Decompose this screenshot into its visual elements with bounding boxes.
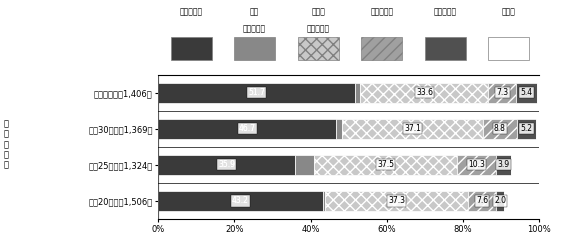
Bar (323, 191, 325, 211)
FancyBboxPatch shape (361, 37, 402, 60)
Bar (496, 155, 511, 175)
Bar (536, 119, 539, 139)
Bar (295, 155, 314, 175)
Text: やや: やや (250, 8, 259, 17)
FancyBboxPatch shape (171, 37, 212, 60)
Text: 5.4: 5.4 (520, 88, 533, 97)
Text: 調
査
年
度
別: 調 査 年 度 別 (4, 119, 8, 170)
Text: 33.6: 33.6 (416, 88, 433, 97)
Text: 35.9: 35.9 (218, 160, 235, 169)
Bar (342, 119, 483, 139)
Text: 37.3: 37.3 (388, 196, 405, 206)
Bar (355, 83, 360, 103)
Text: 7.3: 7.3 (496, 88, 509, 97)
Text: 3.9: 3.9 (498, 160, 510, 169)
Text: あまり: あまり (311, 8, 325, 17)
Text: 10.3: 10.3 (468, 160, 485, 169)
Text: 51.7: 51.7 (248, 88, 265, 97)
Bar (360, 83, 489, 103)
Text: 7.3: 7.3 (496, 88, 509, 97)
Text: 愛着がない: 愛着がない (306, 25, 330, 34)
Bar (516, 83, 537, 103)
Bar (158, 191, 323, 211)
Bar (457, 155, 496, 175)
Text: 7.6: 7.6 (476, 196, 488, 206)
Bar (504, 191, 539, 211)
Text: 37.5: 37.5 (377, 160, 394, 169)
Text: 37.5: 37.5 (377, 160, 394, 169)
Text: 35.9: 35.9 (218, 160, 235, 169)
Text: 37.1: 37.1 (404, 124, 421, 133)
Text: 43.2: 43.2 (232, 196, 249, 206)
Text: 33.6: 33.6 (416, 88, 433, 97)
Text: 46.7: 46.7 (239, 124, 255, 133)
Text: わからない: わからない (434, 8, 457, 17)
Text: 2.0: 2.0 (494, 196, 506, 206)
Text: 43.2: 43.2 (232, 196, 249, 206)
FancyBboxPatch shape (425, 37, 466, 60)
Text: 46.7: 46.7 (239, 124, 255, 133)
Text: 8.8: 8.8 (494, 124, 506, 133)
Text: 愛着がある: 愛着がある (179, 8, 203, 17)
Text: 2.0: 2.0 (494, 196, 506, 206)
Bar (314, 155, 457, 175)
Text: 3.9: 3.9 (498, 160, 510, 169)
Text: 愛着がある: 愛着がある (243, 25, 266, 34)
Text: 5.2: 5.2 (520, 124, 533, 133)
Text: 5.2: 5.2 (520, 124, 533, 133)
Bar (496, 191, 504, 211)
Bar (158, 155, 295, 175)
Bar (336, 119, 342, 139)
Bar (517, 119, 536, 139)
Text: 37.1: 37.1 (404, 124, 421, 133)
Bar (489, 83, 516, 103)
FancyBboxPatch shape (234, 37, 275, 60)
Text: 8.8: 8.8 (494, 124, 506, 133)
Bar (325, 191, 468, 211)
Bar (537, 83, 539, 103)
Bar (158, 83, 355, 103)
Text: 愛着がない: 愛着がない (370, 8, 393, 17)
Text: 10.3: 10.3 (468, 160, 485, 169)
Bar (158, 119, 336, 139)
Text: 51.7: 51.7 (248, 88, 265, 97)
Text: 無回答: 無回答 (502, 8, 516, 17)
Bar (511, 155, 539, 175)
Text: 5.4: 5.4 (520, 88, 533, 97)
Text: 37.3: 37.3 (388, 196, 405, 206)
Bar (483, 119, 517, 139)
FancyBboxPatch shape (488, 37, 529, 60)
FancyBboxPatch shape (298, 37, 339, 60)
Text: 7.6: 7.6 (476, 196, 488, 206)
Bar (468, 191, 496, 211)
